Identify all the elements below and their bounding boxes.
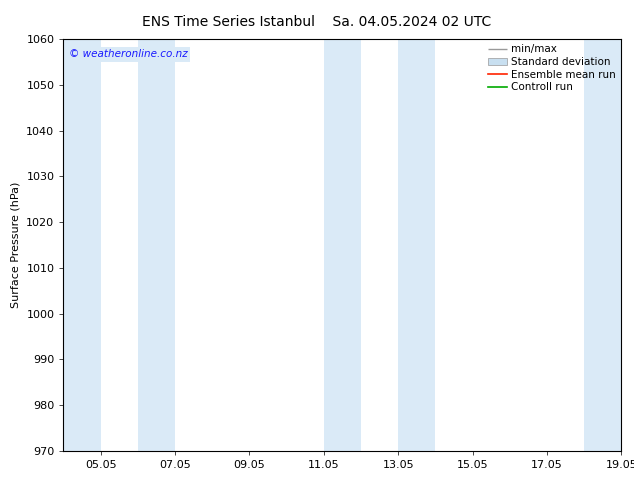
Y-axis label: Surface Pressure (hPa): Surface Pressure (hPa) xyxy=(11,182,21,308)
Text: © weatheronline.co.nz: © weatheronline.co.nz xyxy=(69,49,188,59)
Legend: min/max, Standard deviation, Ensemble mean run, Controll run: min/max, Standard deviation, Ensemble me… xyxy=(486,42,618,94)
Bar xyxy=(138,39,175,451)
Bar xyxy=(63,39,101,451)
Bar xyxy=(398,39,436,451)
Text: ENS Time Series Istanbul    Sa. 04.05.2024 02 UTC: ENS Time Series Istanbul Sa. 04.05.2024 … xyxy=(143,15,491,29)
Bar xyxy=(324,39,361,451)
Bar xyxy=(584,39,621,451)
